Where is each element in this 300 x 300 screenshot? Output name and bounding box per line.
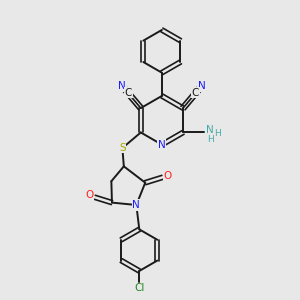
Text: H: H bbox=[214, 130, 221, 139]
Text: N: N bbox=[118, 81, 126, 92]
Text: C: C bbox=[124, 88, 132, 98]
Text: O: O bbox=[164, 171, 172, 181]
Text: N: N bbox=[158, 140, 166, 150]
Text: H: H bbox=[207, 134, 214, 143]
Text: N: N bbox=[206, 125, 214, 135]
Text: N: N bbox=[197, 81, 205, 92]
Text: N: N bbox=[132, 200, 140, 210]
Text: C: C bbox=[192, 88, 199, 98]
Text: S: S bbox=[119, 143, 126, 153]
Text: O: O bbox=[85, 190, 94, 200]
Text: Cl: Cl bbox=[134, 283, 145, 293]
